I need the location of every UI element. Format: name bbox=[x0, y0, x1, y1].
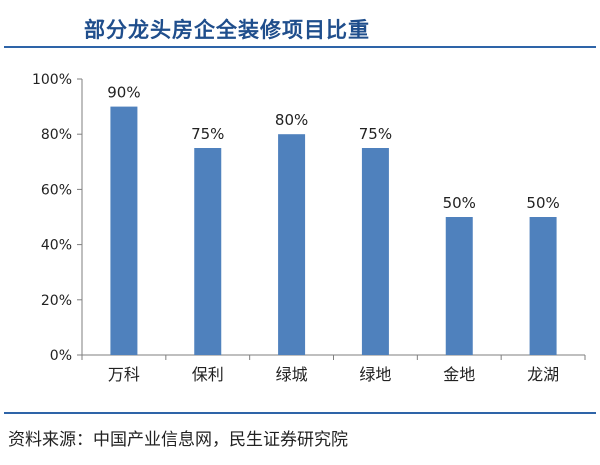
y-tick-label: 0% bbox=[50, 348, 72, 364]
bar bbox=[445, 217, 473, 355]
footer-divider bbox=[4, 412, 596, 414]
bar bbox=[194, 148, 222, 355]
y-tick-label: 20% bbox=[41, 293, 72, 309]
title-divider bbox=[4, 46, 596, 48]
category-label: 保利 bbox=[192, 365, 224, 384]
y-tick-label: 40% bbox=[41, 238, 72, 254]
y-tick-label: 100% bbox=[32, 72, 72, 88]
y-tick-label: 60% bbox=[41, 182, 72, 198]
data-label: 50% bbox=[443, 194, 476, 212]
data-label: 75% bbox=[359, 125, 392, 143]
bar bbox=[361, 148, 389, 355]
data-label: 75% bbox=[191, 125, 224, 143]
bar bbox=[278, 134, 306, 355]
bar-chart: 0% 20% 40% 60% 80% 100% 90% 万科 75% 保利 80% 绿城 75% 绿地 50… bbox=[32, 72, 586, 384]
category-label: 金地 bbox=[443, 365, 475, 384]
category-label: 万科 bbox=[108, 365, 140, 384]
source-note: 资料来源：中国产业信息网，民生证券研究院 bbox=[8, 430, 348, 450]
category-label: 龙湖 bbox=[527, 365, 559, 384]
data-label: 80% bbox=[275, 111, 308, 129]
bar bbox=[110, 106, 138, 355]
chart-title: 部分龙头房企全装修项目比重 bbox=[84, 17, 370, 42]
bar bbox=[529, 217, 557, 355]
category-label: 绿城 bbox=[276, 365, 308, 384]
y-tick-label: 80% bbox=[41, 127, 72, 143]
category-label: 绿地 bbox=[359, 365, 391, 384]
data-label: 90% bbox=[107, 84, 140, 102]
data-label: 50% bbox=[526, 194, 559, 212]
